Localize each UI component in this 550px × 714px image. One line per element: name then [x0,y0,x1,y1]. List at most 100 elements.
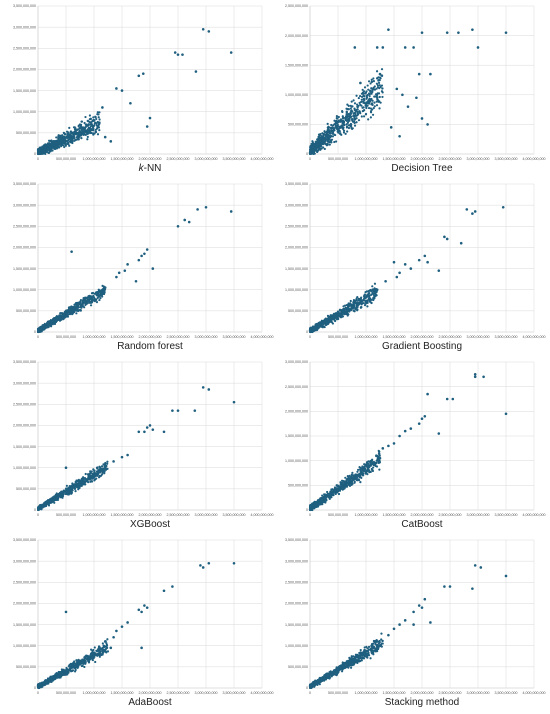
data-point [145,248,149,251]
data-point [79,308,82,312]
data-point [53,142,57,145]
data-point [308,508,312,511]
data-point [45,321,49,325]
data-point [327,495,330,498]
data-point [364,112,368,116]
data-point [372,466,375,469]
data-point [54,319,58,323]
data-point [344,118,347,122]
data-point [351,127,354,130]
data-point [368,471,371,474]
data-point [232,400,236,404]
data-point [429,72,432,76]
data-point [360,92,364,95]
data-point [420,417,424,421]
data-point [106,460,109,463]
data-point [193,409,197,412]
data-point [347,124,351,127]
data-point [380,90,384,93]
data-point [183,218,187,222]
data-point [97,293,100,296]
y-tick-label: 3,000,000,000 [13,559,36,563]
y-tick-label: 3,500,000,000 [13,4,36,8]
data-point [57,139,60,142]
x-tick-label: 500,000,000 [56,513,76,517]
data-point [504,31,508,34]
x-tick-label: 2,500,000,000 [167,335,190,339]
data-point [101,649,104,653]
data-point [375,291,378,294]
data-point [74,138,78,142]
x-tick-label: 1,500,000,000 [111,513,134,517]
data-point [380,84,384,87]
data-point [362,94,365,97]
data-point [357,96,360,100]
data-point [322,146,325,149]
data-point [85,130,89,133]
data-point [309,150,312,154]
data-point [377,459,380,462]
data-point [84,299,87,302]
data-point [123,269,127,272]
y-tick-label: 3,000,000,000 [13,381,36,385]
data-point [41,506,44,509]
data-point [324,493,327,496]
data-point [59,139,63,142]
y-tick-label: 2,000,000,000 [13,68,36,72]
data-point [59,143,62,146]
data-point [370,87,373,90]
data-point [148,116,152,120]
x-tick-label: 1,000,000,000 [355,335,378,339]
data-point [350,482,353,485]
y-tick-label: 3,500,000,000 [13,538,36,542]
data-point [318,147,321,151]
data-point [378,456,382,460]
data-point [353,480,356,483]
data-point [366,473,369,476]
data-point [367,88,370,91]
data-point [371,469,374,472]
data-point [64,144,67,147]
data-point [173,51,177,54]
data-point [381,95,384,99]
data-point [398,271,401,275]
data-point [375,77,379,80]
data-point [207,30,211,33]
data-point [347,478,350,481]
data-point [80,131,83,134]
data-point [377,81,381,85]
data-point [340,479,344,482]
y-tick-label: 0 [34,152,36,156]
data-point [73,303,76,306]
data-point [46,502,50,505]
data-point [54,497,57,500]
data-point [78,135,81,138]
data-point [362,467,365,470]
x-tick-label: 1,500,000,000 [383,335,406,339]
data-point [451,397,455,401]
data-point [333,486,337,489]
data-point [37,508,41,511]
x-tick-label: 500,000,000 [328,335,348,339]
data-point [420,117,424,120]
data-point [73,487,77,490]
data-point [368,97,371,100]
data-point [332,312,336,315]
data-point [64,466,68,470]
data-points [36,284,107,334]
data-point [66,135,69,139]
data-point [353,102,357,105]
data-point [97,121,100,125]
data-point [358,111,362,114]
data-point [445,397,449,401]
data-point [376,86,380,89]
data-point [368,300,371,303]
data-point [39,505,42,508]
data-point [89,304,93,307]
data-point [377,452,381,455]
data-point [375,70,379,73]
data-point [321,323,324,326]
data-point [103,472,106,475]
data-points [308,68,384,156]
data-point [333,491,336,494]
